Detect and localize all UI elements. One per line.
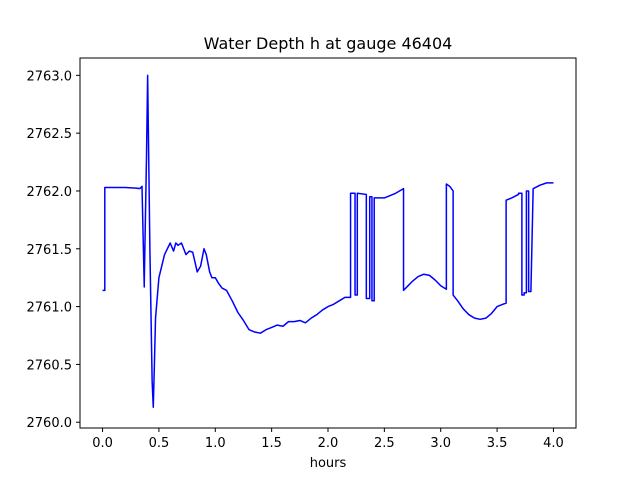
y-tick-label: 2760.0	[27, 416, 73, 431]
x-tick-label: 2.0	[318, 436, 339, 451]
y-tick-label: 2760.5	[27, 358, 73, 373]
y-tick-label: 2761.5	[27, 243, 73, 258]
x-tick-label: 0.5	[149, 436, 170, 451]
series-group	[102, 74, 554, 408]
x-tick-label: 3.5	[487, 436, 508, 451]
chart-title: Water Depth h at gauge 46404	[204, 34, 453, 53]
y-tick-label: 2761.0	[27, 301, 73, 316]
y-tick-label: 2763.0	[27, 69, 73, 84]
x-tick-label: 2.5	[374, 436, 395, 451]
x-tick-label: 1.0	[205, 436, 226, 451]
y-axis: 2760.0 2760.5 2761.0 2761.5 2762.0 2762.5 2763…	[27, 69, 80, 431]
x-tick-label: 1.5	[261, 436, 282, 451]
x-tick-label: 3.0	[430, 436, 451, 451]
y-tick-label: 2762.0	[27, 185, 73, 200]
x-tick-label: 4.0	[543, 436, 564, 451]
x-axis: 0.0 0.5 1.0 1.5 2.0 2.5 3.0 3.5 4.0	[92, 428, 564, 451]
x-axis-label: hours	[310, 456, 347, 471]
y-tick-label: 2762.5	[27, 127, 73, 142]
series-line-water-depth	[102, 74, 554, 408]
x-tick-label: 0.0	[92, 436, 113, 451]
